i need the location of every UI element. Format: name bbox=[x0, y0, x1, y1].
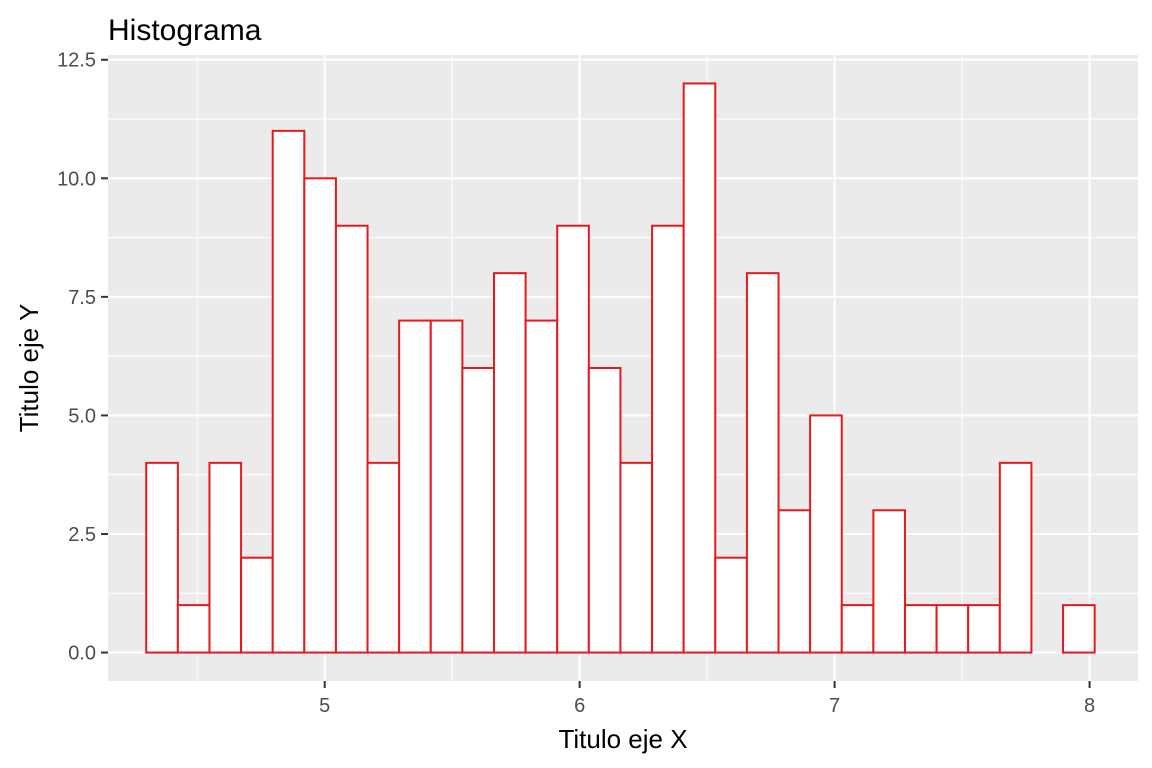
histogram-bar bbox=[1062, 604, 1096, 654]
histogram-bar bbox=[682, 82, 717, 654]
histogram-bar bbox=[398, 319, 432, 654]
chart-title: Histograma bbox=[108, 14, 262, 47]
histogram-bar bbox=[651, 224, 685, 654]
x-axis-ticks: 5 6 7 8 bbox=[319, 681, 1095, 717]
histogram-bar bbox=[998, 461, 1033, 654]
histogram-bar bbox=[492, 272, 527, 654]
histogram-bar bbox=[271, 129, 306, 654]
histogram-bar bbox=[556, 224, 590, 654]
y-tick-label: 0.0 bbox=[68, 643, 96, 665]
histogram-bar bbox=[619, 461, 654, 654]
histogram-bar bbox=[303, 177, 337, 654]
histogram-bar bbox=[429, 319, 464, 654]
y-tick-label: 7.5 bbox=[68, 287, 96, 309]
histogram-bar bbox=[809, 414, 843, 654]
x-tick-label: 5 bbox=[319, 695, 330, 717]
histogram-bar bbox=[208, 461, 243, 654]
histogram-bars bbox=[145, 82, 1096, 654]
x-tick-label: 7 bbox=[829, 695, 840, 717]
histogram-bar bbox=[777, 509, 812, 654]
histogram-bar bbox=[587, 367, 622, 654]
histogram-bar bbox=[524, 319, 559, 654]
histogram-bar bbox=[145, 461, 179, 654]
y-tick-label: 10.0 bbox=[57, 168, 96, 190]
histogram-bar bbox=[935, 604, 970, 654]
histogram-bar bbox=[240, 556, 274, 654]
y-axis-ticks: 0.0 2.5 5.0 7.5 10.0 12.5 bbox=[57, 50, 108, 665]
x-tick-label: 6 bbox=[574, 695, 585, 717]
histogram-bar bbox=[903, 604, 938, 654]
histogram-bar bbox=[745, 272, 780, 654]
histogram-bar bbox=[334, 224, 369, 654]
y-tick-label: 12.5 bbox=[57, 50, 96, 72]
y-tick-label: 5.0 bbox=[68, 405, 96, 427]
histogram-bar bbox=[176, 604, 211, 654]
y-axis-title: Titulo eje Y bbox=[14, 304, 44, 433]
x-axis-title: Titulo eje X bbox=[558, 724, 687, 754]
histogram-bar bbox=[714, 556, 748, 654]
histogram-bar bbox=[840, 604, 875, 654]
histogram-bar bbox=[461, 367, 495, 654]
x-tick-label: 8 bbox=[1084, 695, 1095, 717]
y-tick-label: 2.5 bbox=[68, 524, 96, 546]
histogram-bar bbox=[366, 461, 401, 654]
histogram-bar bbox=[967, 604, 1001, 654]
histogram-bar bbox=[872, 509, 906, 654]
